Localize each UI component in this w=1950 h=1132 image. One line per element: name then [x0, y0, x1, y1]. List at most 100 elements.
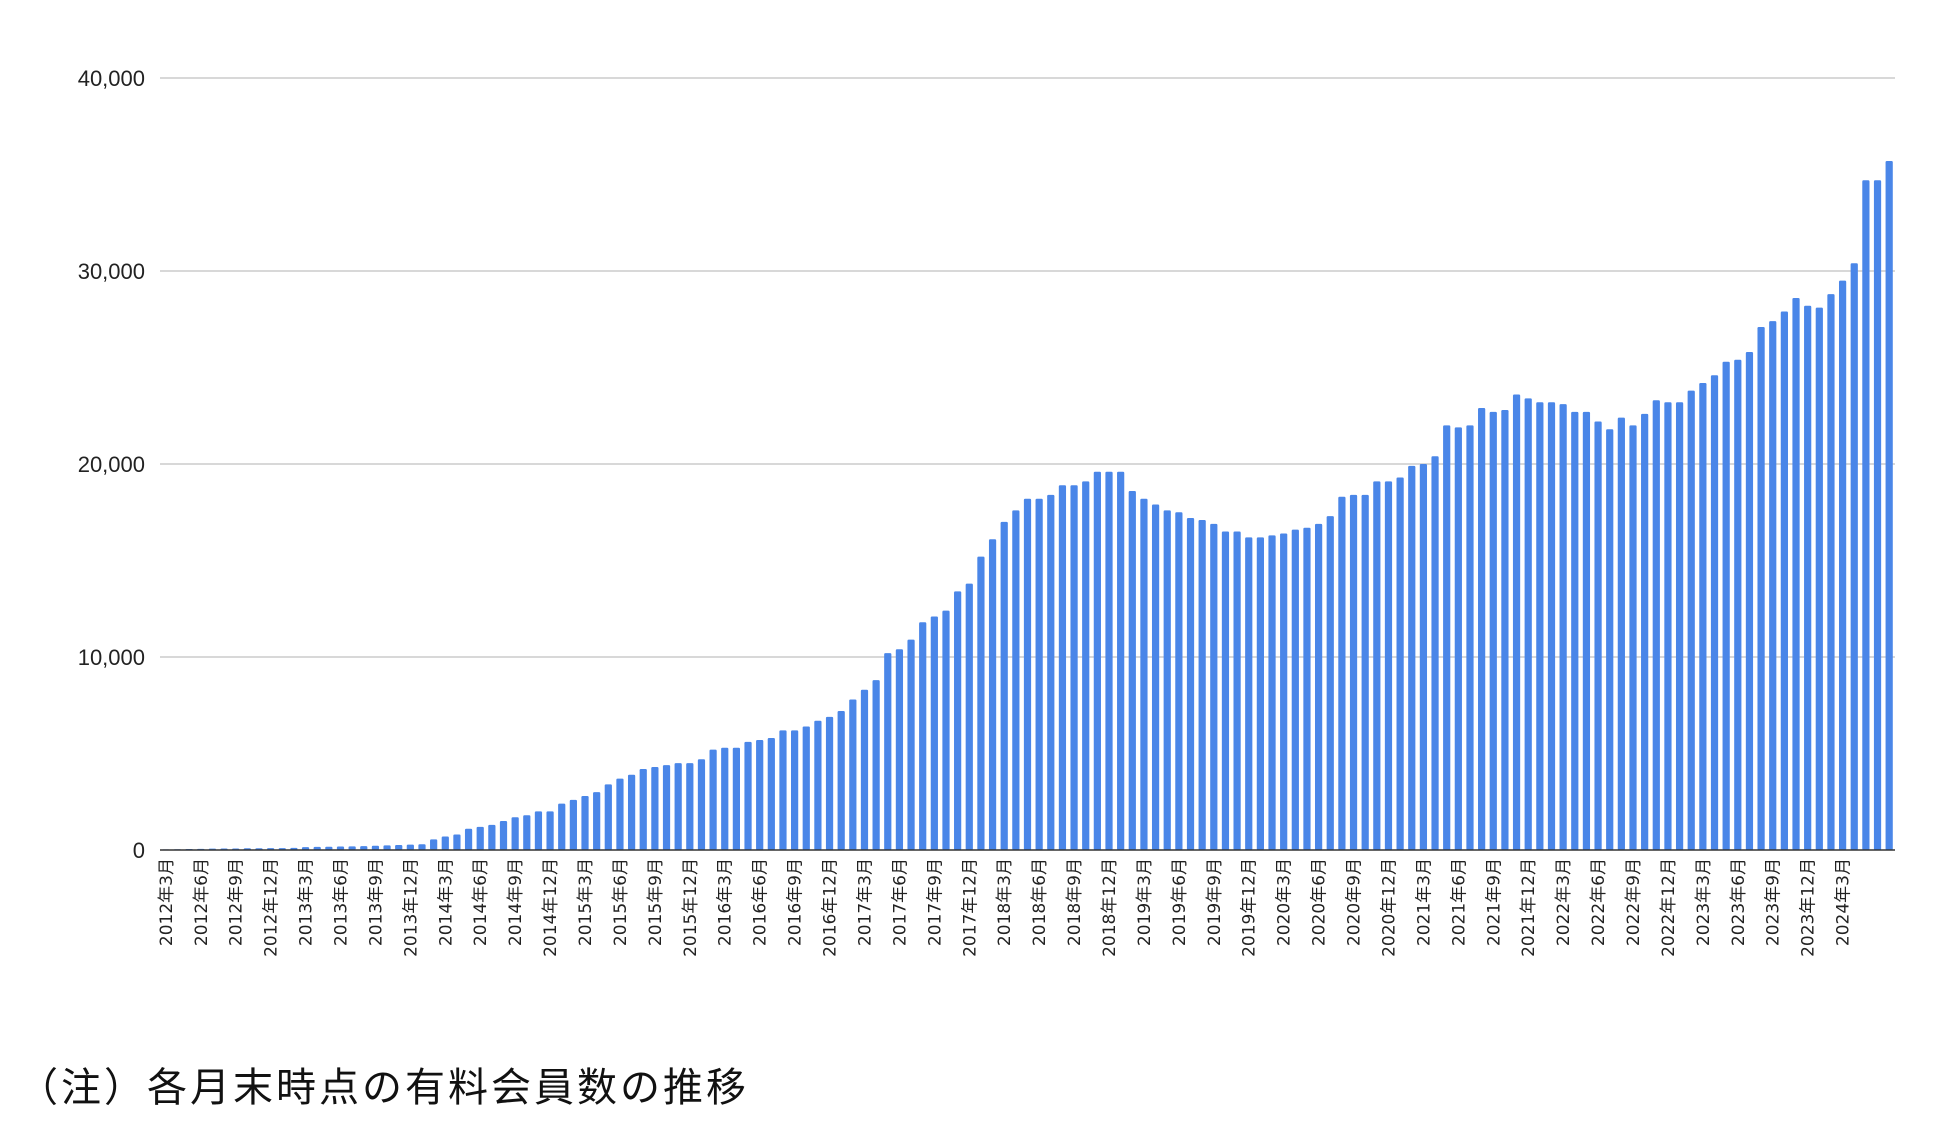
bar — [1769, 321, 1777, 850]
bar — [1047, 494, 1055, 850]
bar — [1012, 510, 1020, 850]
bar — [1501, 409, 1509, 850]
x-tick-label: 2015年3月 — [576, 858, 596, 946]
bar — [732, 747, 741, 850]
x-tick-label: 2017年6月 — [890, 858, 910, 946]
bar — [1408, 465, 1416, 850]
x-tick-label: 2021年12月 — [1519, 858, 1539, 957]
bar — [1373, 481, 1381, 850]
x-tick-label: 2020年3月 — [1275, 858, 1295, 946]
bars — [162, 160, 1893, 851]
bar — [534, 811, 543, 850]
x-tick-label: 2014年9月 — [506, 858, 526, 946]
bar — [1221, 531, 1230, 850]
bar — [814, 720, 822, 850]
x-tick-label: 2020年6月 — [1310, 858, 1330, 946]
y-tick-label: 10,000 — [78, 645, 145, 670]
x-tick-label: 2021年3月 — [1414, 858, 1434, 946]
bar — [1582, 411, 1591, 850]
x-tick-label: 2017年12月 — [960, 858, 980, 957]
bar — [1815, 307, 1823, 850]
bar — [546, 811, 554, 850]
bar — [884, 653, 892, 850]
bar — [1198, 519, 1206, 850]
bar — [686, 763, 694, 850]
bar — [581, 795, 589, 850]
bar — [418, 844, 426, 850]
bar — [1163, 510, 1171, 850]
bar — [325, 846, 333, 850]
x-tick-label: 2014年3月 — [436, 858, 456, 946]
bar — [930, 616, 938, 850]
bar — [523, 815, 531, 850]
bar — [860, 689, 869, 850]
x-tick-label: 2022年9月 — [1624, 858, 1644, 946]
x-tick-label: 2019年6月 — [1170, 858, 1190, 946]
bar — [371, 845, 380, 850]
bar — [1245, 537, 1253, 850]
x-tick-label: 2018年6月 — [1030, 858, 1050, 946]
x-tick-label: 2019年3月 — [1135, 858, 1155, 946]
bar — [1338, 496, 1346, 850]
bar — [651, 767, 659, 850]
bar — [1757, 326, 1765, 851]
bar — [360, 846, 368, 850]
bar — [1140, 498, 1148, 850]
bar — [1652, 400, 1660, 850]
bar — [767, 738, 775, 850]
bar — [476, 826, 484, 850]
bar — [627, 774, 636, 850]
bar — [639, 768, 647, 850]
bar — [849, 699, 857, 850]
x-tick-label: 2020年9月 — [1345, 858, 1365, 946]
bar — [919, 622, 927, 850]
bar — [1885, 160, 1893, 851]
bar — [779, 730, 787, 850]
bar — [1687, 390, 1695, 850]
y-axis-tick-labels: 0 10,000 20,000 30,000 40,000 — [78, 66, 145, 863]
bar — [593, 792, 601, 850]
x-tick-label: 2016年3月 — [716, 858, 736, 946]
x-tick-label: 2018年9月 — [1065, 858, 1085, 946]
bar — [313, 846, 321, 850]
bar — [1396, 477, 1404, 850]
bar — [1675, 402, 1684, 850]
bar — [1617, 417, 1625, 850]
bar — [1745, 352, 1754, 850]
bar — [1512, 394, 1521, 850]
bar — [1117, 471, 1125, 850]
bar — [1699, 382, 1707, 850]
x-tick-label: 2014年12月 — [541, 858, 561, 957]
bar — [1349, 494, 1358, 850]
bar — [1058, 485, 1067, 850]
bar — [662, 765, 671, 850]
x-tick-label: 2014年6月 — [471, 858, 491, 946]
x-tick-label: 2024年3月 — [1834, 858, 1854, 946]
bar — [1862, 180, 1870, 851]
bar — [709, 749, 717, 850]
x-tick-label: 2019年9月 — [1205, 858, 1225, 946]
x-tick-label: 2013年9月 — [366, 858, 386, 946]
x-tick-label: 2023年12月 — [1799, 858, 1819, 957]
x-tick-label: 2016年12月 — [821, 858, 841, 957]
x-tick-label: 2015年6月 — [611, 858, 631, 946]
bar — [872, 680, 880, 850]
bar — [1082, 481, 1090, 850]
bar — [1314, 523, 1323, 850]
bar — [1419, 464, 1428, 850]
bar — [1000, 521, 1008, 850]
bar — [441, 836, 449, 850]
bar — [430, 839, 438, 850]
bar — [616, 778, 624, 850]
bar — [942, 610, 950, 850]
x-tick-label: 2013年6月 — [331, 858, 351, 946]
bar — [1443, 425, 1451, 850]
bar — [1186, 518, 1195, 850]
bar — [1466, 425, 1474, 850]
x-tick-label: 2012年12月 — [262, 858, 282, 957]
bar — [1827, 294, 1835, 850]
bar — [1873, 180, 1882, 851]
bar — [1093, 471, 1101, 850]
bar — [1838, 280, 1847, 850]
bar — [1105, 471, 1113, 850]
